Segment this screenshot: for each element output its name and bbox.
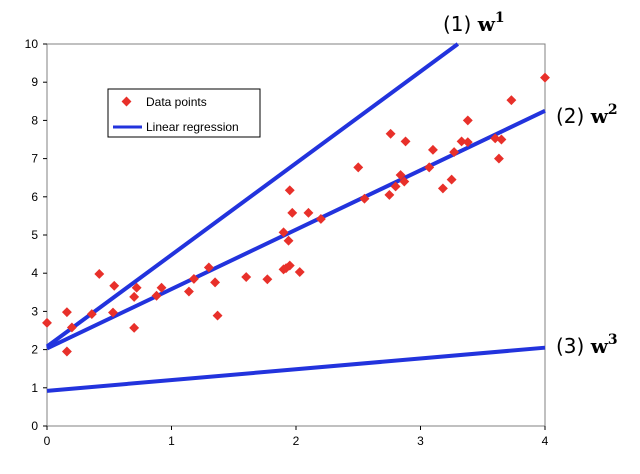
data-point (303, 207, 314, 218)
data-point (493, 153, 504, 164)
legend-label-data-points: Data points (146, 95, 207, 109)
callout-w2-superscript: 2 (608, 102, 618, 118)
data-point (262, 274, 273, 285)
y-tick-label: 0 (31, 419, 38, 433)
data-point (287, 207, 298, 218)
x-tick-label: 4 (542, 434, 549, 448)
x-tick-label: 2 (293, 434, 300, 448)
data-point (151, 290, 162, 301)
data-point (294, 267, 305, 278)
data-point (424, 162, 435, 173)
y-tick-label: 7 (31, 152, 38, 166)
data-point (183, 286, 194, 297)
callout-w3: (3) w3 (556, 332, 618, 358)
callout-w3-label: (3) (556, 334, 591, 358)
data-point (212, 310, 223, 321)
data-point (353, 162, 364, 173)
data-point (400, 136, 411, 147)
y-tick-label: 4 (31, 266, 38, 280)
data-point (390, 181, 401, 192)
callout-w1-symbol: w (477, 12, 496, 36)
callout-w2-label: (2) (556, 104, 591, 128)
y-tick-label: 10 (25, 37, 39, 51)
data-point (399, 176, 410, 187)
data-point (188, 273, 199, 284)
y-tick-label: 6 (31, 190, 38, 204)
line-w3 (46, 345, 546, 393)
data-point (283, 235, 294, 246)
data-point (129, 291, 140, 302)
data-point (278, 227, 289, 238)
callout-w1: (1) w1 (443, 10, 505, 36)
data-point (384, 189, 395, 200)
x-tick-label: 0 (44, 434, 51, 448)
callout-w3-symbol: w (590, 334, 609, 358)
callout-w1-label: (1) (443, 12, 478, 36)
data-point (129, 322, 140, 333)
data-point (210, 277, 221, 288)
y-tick-label: 5 (31, 228, 38, 242)
data-point (490, 133, 501, 144)
callout-w2-symbol: w (590, 104, 609, 128)
ticks-layer: 0 1 2 3 4 5 6 7 8 9 10 0 1 2 3 4 (25, 37, 549, 448)
line-w1 (45, 42, 460, 349)
data-point (437, 183, 448, 194)
lines-layer (45, 42, 546, 393)
data-point (131, 282, 142, 293)
x-tick-label: 1 (168, 434, 175, 448)
data-point (446, 174, 457, 185)
data-point (284, 185, 295, 196)
callout-w3-superscript: 3 (608, 332, 618, 348)
data-point (462, 137, 473, 148)
legend-label-regression: Linear regression (146, 120, 239, 134)
y-tick-label: 8 (31, 113, 38, 127)
y-tick-label: 2 (31, 343, 38, 357)
callout-w2: (2) w2 (556, 102, 618, 128)
data-point (428, 144, 438, 155)
legend: Data points Linear regression (107, 88, 261, 138)
data-point (449, 147, 460, 158)
data-point (156, 282, 167, 293)
data-point (540, 72, 550, 83)
data-point (395, 170, 406, 180)
data-point (359, 193, 370, 204)
data-point (203, 262, 214, 273)
data-point (315, 214, 326, 224)
y-tick-label: 3 (31, 304, 38, 318)
legend-box (107, 88, 261, 138)
x-tick-label: 3 (417, 434, 424, 448)
callout-w1-superscript: 1 (495, 10, 505, 26)
data-point (241, 272, 252, 282)
line-linear-regression (46, 109, 546, 351)
legend-marker-data-points (121, 96, 132, 107)
data-point (385, 128, 396, 139)
data-point (456, 136, 467, 147)
y-tick-label: 1 (31, 381, 38, 395)
data-point (496, 134, 507, 145)
y-tick-label: 9 (31, 75, 38, 89)
data-point (284, 260, 295, 271)
